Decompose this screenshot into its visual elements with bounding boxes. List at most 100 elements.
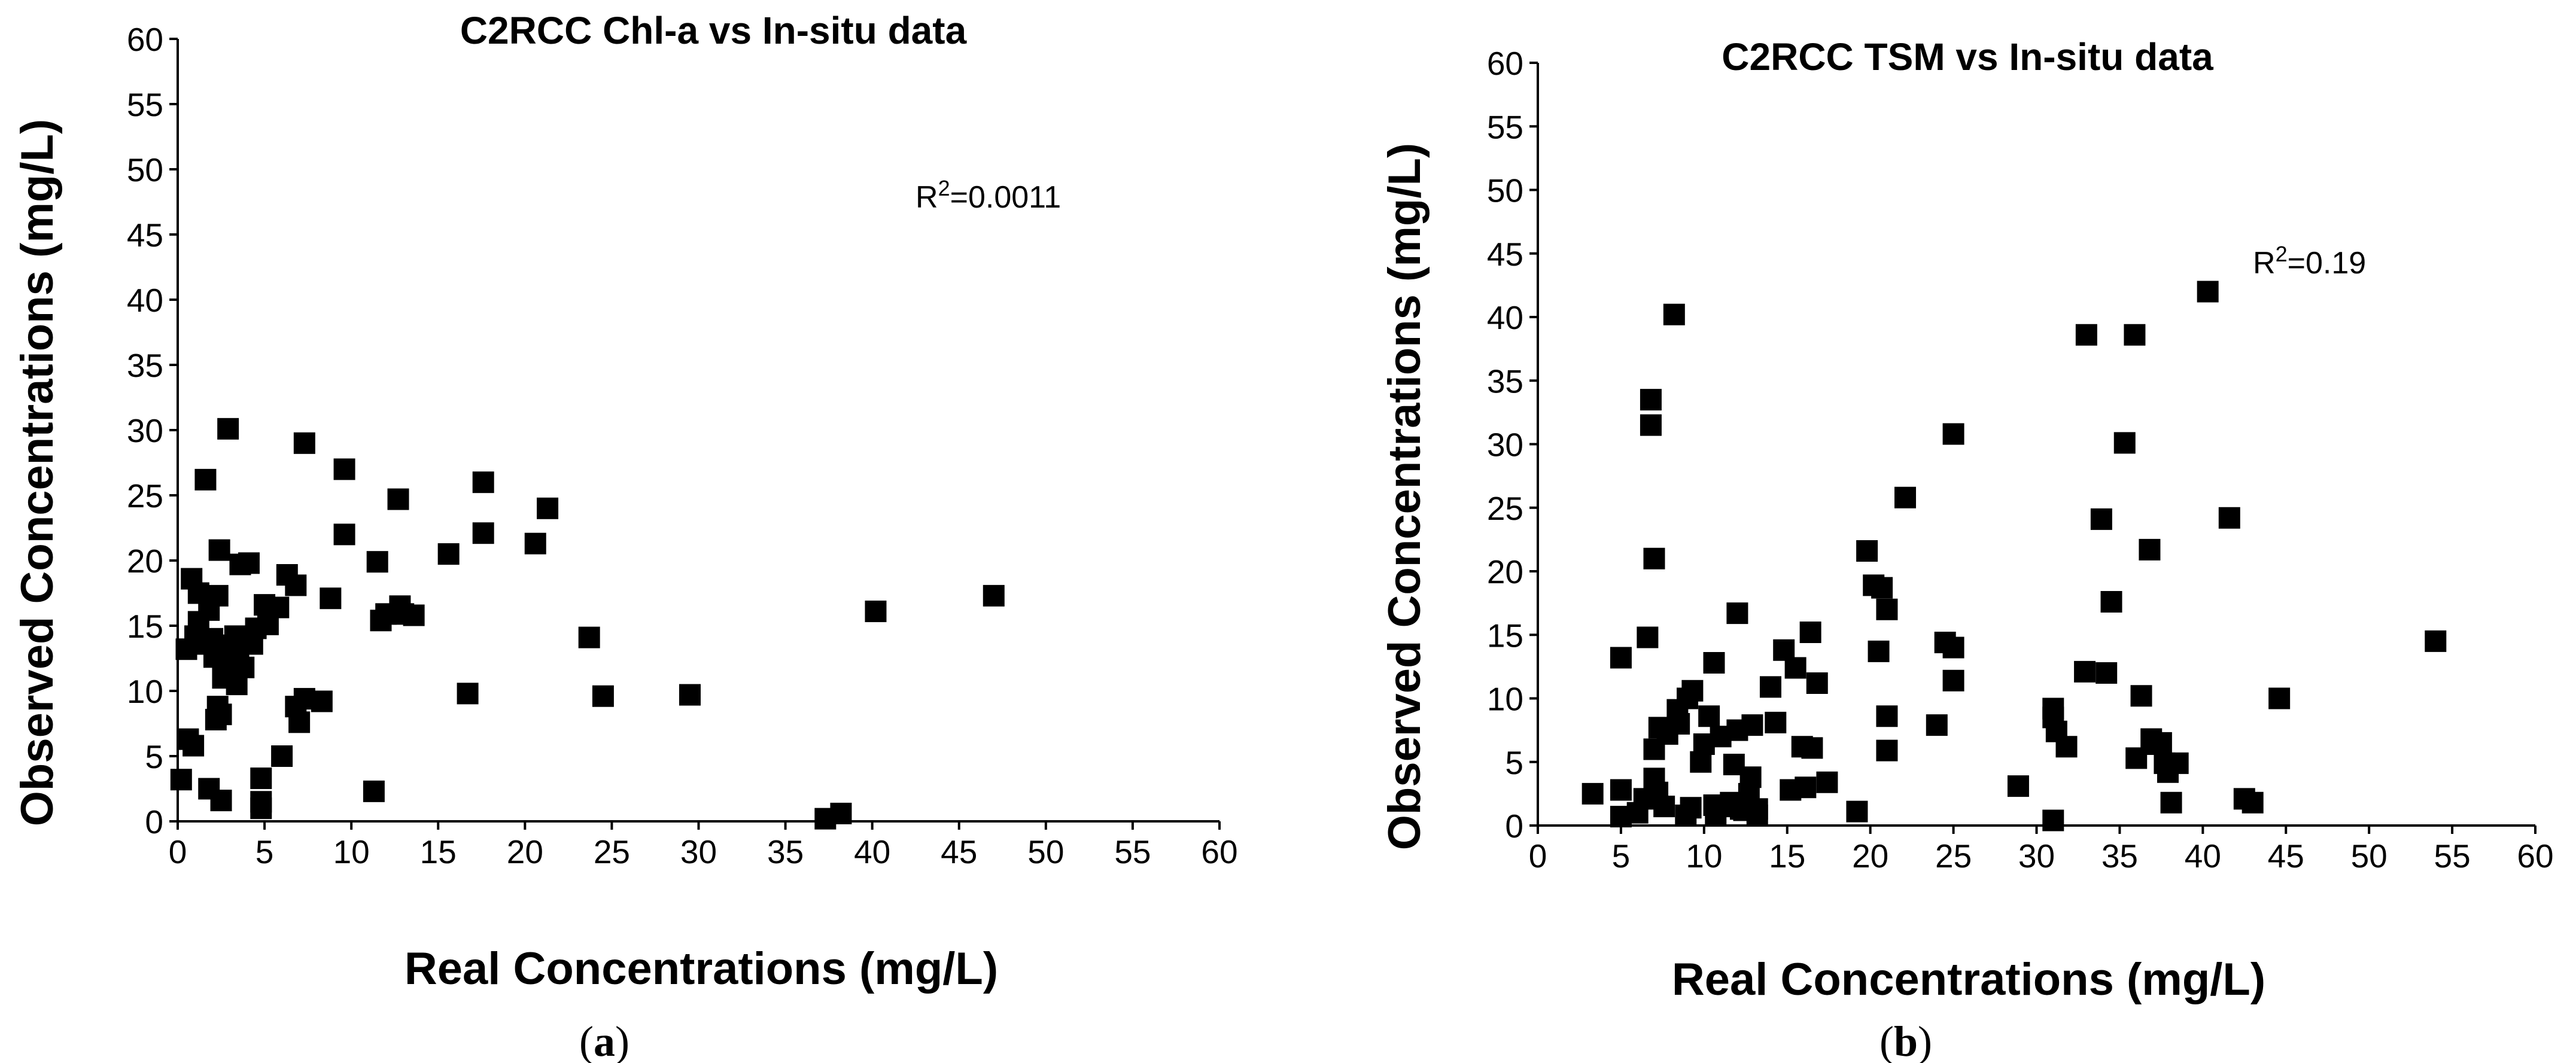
data-point [437,543,460,565]
data-point [311,690,333,712]
data-point [217,418,239,440]
x-tick-label: 20 [507,833,543,870]
data-point [2113,432,2136,454]
data-point [2042,809,2064,831]
data-point [285,574,307,596]
x-tick-label: 15 [420,833,457,870]
x-tick-label: 35 [2101,837,2138,875]
data-point [2125,747,2148,769]
data-point [1795,776,1817,799]
data-point [1653,796,1675,818]
y-axis-label-b: Observed Concentrations (mg/L) [1379,143,1430,850]
data-point [1765,711,1787,733]
x-tick-label: 25 [594,833,630,870]
x-tick-label: 50 [2351,837,2388,875]
data-point [1668,713,1690,735]
data-point [210,703,232,726]
y-tick-label: 45 [127,217,163,254]
data-point [366,551,388,573]
y-tick-label: 0 [145,803,163,840]
data-point [1741,714,1763,736]
data-point [578,626,600,648]
axes-b [1529,62,2537,834]
data-point [1610,647,1632,669]
y-tick-label: 55 [1487,108,1523,145]
y-tick-label: 10 [1487,681,1523,718]
y-tick-label: 5 [1505,744,1523,781]
data-point [1759,676,1781,698]
data-point [983,584,1005,607]
data-point [2130,685,2152,707]
x-tick-label: 30 [2018,837,2055,875]
y-tick-label: 15 [1487,617,1523,654]
data-point [1726,602,1748,625]
data-point [320,587,342,610]
data-point [1942,423,1964,445]
data-point [170,769,192,791]
x-tick-label: 5 [256,833,274,870]
data-point [865,601,887,623]
data-point [208,539,230,561]
data-point [210,790,232,812]
data-point [2268,687,2291,709]
x-tick-labels-b: 0 5 10 15 20 25 30 35 40 45 50 55 60 [1529,837,2554,875]
x-tick-labels-a: 0 5 10 15 20 25 30 35 40 45 50 55 60 [169,833,1238,870]
data-point [830,802,852,824]
data-point [1846,800,1868,823]
data-point [1876,705,1898,727]
data-point [472,522,494,544]
data-point [524,532,546,555]
y-axis-label-a: Observed Concentrations (mg/L) [12,119,63,826]
data-point [1816,771,1838,793]
data-point [1876,598,1898,620]
chart-title-b: C2RCC TSM vs In-situ data [1722,35,2213,78]
data-point [679,684,701,706]
data-point [403,604,425,626]
y-tick-label: 30 [1487,427,1523,464]
y-tick-label: 25 [1487,490,1523,527]
data-point [2160,791,2182,814]
x-tick-label: 15 [1769,837,1805,875]
y-tick-label: 45 [1487,236,1523,273]
data-point [194,468,217,491]
y-tick-label: 0 [1505,808,1523,845]
panel-caption-a: (a) [579,1018,629,1063]
y-tick-label: 50 [127,151,163,188]
data-point [1942,669,1964,692]
x-tick-label: 30 [680,833,717,870]
x-tick-label: 55 [2434,837,2470,875]
data-point [537,497,559,519]
data-point [363,780,385,802]
data-point [1703,652,1725,674]
data-point [457,683,479,705]
data-point [2218,507,2240,529]
chart-panel-a: C2RCC Chl-a vs In-situ data 0 5 10 15 20 25 30… [12,9,1238,1063]
y-tick-labels-a: 0 5 10 15 20 25 30 35 40 45 50 55 60 [127,21,163,840]
data-point [472,471,494,494]
data-point [267,596,290,619]
data-point [1871,577,1893,599]
x-tick-label: 10 [1686,837,1722,875]
data-point [2425,630,2447,652]
data-point [1926,714,1948,736]
data-point [1739,766,1762,788]
panel-caption-b: (b) [1879,1018,1932,1063]
data-point [206,584,229,607]
scatter-points-a [170,418,1005,830]
data-point [1784,657,1806,679]
data-point [1637,626,1659,648]
x-tick-label: 25 [1935,837,1972,875]
y-tick-label: 35 [127,347,163,384]
y-tick-labels-b: 0 5 10 15 20 25 30 35 40 45 50 55 60 [1487,45,1523,845]
data-point [238,552,260,574]
data-point [1801,737,1823,759]
chart-title-a: C2RCC Chl-a vs In-situ data [460,9,967,52]
data-point [1876,739,1898,762]
x-tick-label: 5 [1612,837,1631,875]
x-tick-label: 60 [2517,837,2553,875]
data-point [1698,705,1720,727]
data-point [1640,414,1662,436]
data-point [1640,389,1662,411]
data-point [1582,782,1604,805]
y-tick-label: 20 [1487,553,1523,590]
